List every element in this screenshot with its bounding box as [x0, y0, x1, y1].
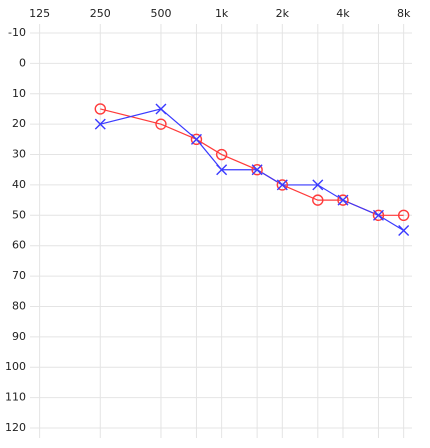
- marker-circle: [94, 103, 106, 115]
- marker-circle: [312, 194, 324, 206]
- marker-circle: [337, 194, 349, 206]
- marker-circle: [276, 179, 289, 191]
- marker-cross: [216, 164, 228, 176]
- marker-cross: [190, 133, 202, 145]
- marker-circle: [372, 209, 385, 222]
- marker-cross: [372, 209, 384, 221]
- marker-cross: [94, 118, 106, 130]
- y-tick-label: 50: [12, 208, 26, 221]
- marker-cross: [155, 103, 167, 115]
- marker-circle: [251, 164, 263, 176]
- x-tick-label: 8k: [397, 7, 411, 20]
- y-tick-label: -10: [8, 26, 26, 39]
- marker-cross: [312, 179, 324, 191]
- marker-circle: [215, 148, 228, 161]
- series-line: [100, 108, 404, 216]
- y-tick-label: 80: [12, 299, 26, 312]
- x-tick-label: 2k: [276, 7, 290, 20]
- y-tick-label: 110: [5, 391, 26, 404]
- marker-cross: [251, 164, 263, 176]
- x-tick-label: 1k: [215, 7, 229, 20]
- series-line: [100, 108, 404, 232]
- y-tick-label: 10: [12, 87, 26, 100]
- marker-circle: [397, 209, 410, 222]
- marker-circle: [155, 118, 167, 130]
- y-tick-label: 70: [12, 269, 26, 282]
- marker-cross: [398, 225, 410, 236]
- x-tick-label: 250: [90, 7, 111, 20]
- x-tick-label: 500: [150, 7, 171, 20]
- y-tick-label: 90: [12, 330, 26, 343]
- y-tick-label: 30: [12, 148, 26, 161]
- y-tick-label: 120: [5, 421, 26, 434]
- y-tick-label: 40: [12, 178, 26, 191]
- x-tick-label: 125: [29, 7, 50, 20]
- y-tick-label: 0: [19, 56, 26, 69]
- y-tick-label: 100: [5, 360, 26, 373]
- marker-cross: [337, 194, 349, 206]
- marker-circle: [190, 133, 203, 146]
- y-tick-label: 60: [12, 239, 26, 252]
- marker-cross: [276, 179, 288, 191]
- y-tick-label: 20: [12, 117, 26, 130]
- x-tick-label: 4k: [336, 7, 350, 20]
